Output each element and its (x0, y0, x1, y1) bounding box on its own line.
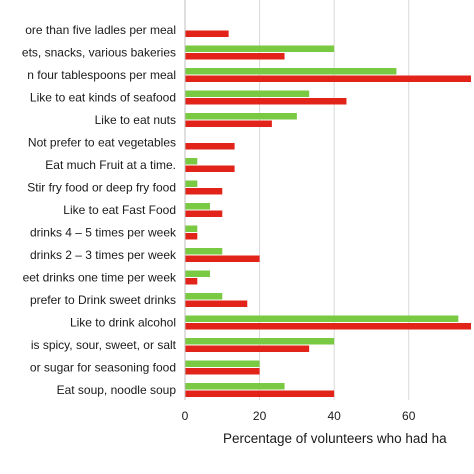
category-label: Not prefer to eat vegetables (28, 136, 176, 150)
bar-red (185, 188, 223, 195)
category-label: n four tablespoons per meal (27, 68, 176, 82)
category-label: ore than five ladles per meal (25, 23, 176, 37)
category-label: Stir fry food or deep fry food (27, 181, 176, 195)
bar-green (185, 68, 397, 75)
bar-green (185, 90, 310, 97)
bar-green (185, 203, 210, 210)
x-tick-label: 40 (327, 409, 341, 423)
bar-red (185, 30, 229, 37)
bar-red (185, 345, 310, 352)
bar-red (185, 75, 472, 82)
bar-green (185, 293, 223, 300)
bar-green (185, 315, 459, 322)
category-label: Eat soup, noodle soup (57, 383, 177, 397)
category-label: ets, snacks, various bakeries (22, 46, 176, 60)
category-label: Like to eat nuts (95, 113, 176, 127)
bar-green (185, 383, 285, 390)
bar-green (185, 158, 198, 165)
bar-red (185, 233, 198, 240)
bar-red (185, 323, 472, 330)
category-label: drinks 2 – 3 times per week (30, 248, 177, 262)
x-axis-title: Percentage of volunteers who had ha (223, 431, 447, 446)
bar-red (185, 255, 260, 262)
bar-red (185, 53, 285, 60)
category-label: is spicy, sour, sweet, or salt (31, 338, 177, 352)
category-label: Eat much Fruit at a time. (45, 158, 176, 172)
bar-red (185, 120, 272, 127)
bar-red (185, 143, 235, 150)
category-label: prefer to Drink sweet drinks (30, 293, 176, 307)
bar-red (185, 390, 335, 397)
category-label: Like to eat kinds of seafood (30, 91, 176, 105)
bar-red (185, 368, 260, 375)
x-tick-label: 0 (182, 409, 189, 423)
bar-green (185, 180, 198, 187)
bar-red (185, 300, 248, 307)
bar-red (185, 210, 223, 217)
category-label: Like to eat Fast Food (63, 203, 176, 217)
bar-green (185, 338, 335, 345)
bar-red (185, 98, 347, 105)
bar-green (185, 225, 198, 232)
category-label: drinks 4 – 5 times per week (30, 226, 177, 240)
bar-red (185, 278, 198, 285)
bar-red (185, 165, 235, 172)
x-tick-label: 60 (402, 409, 416, 423)
bar-green (185, 360, 260, 367)
bar-green (185, 45, 335, 52)
bar-green (185, 248, 223, 255)
x-tick-label: 20 (253, 409, 267, 423)
category-label: Like to drink alcohol (70, 316, 176, 330)
category-label: eet drinks one time per week (23, 271, 177, 285)
bar-green (185, 113, 297, 120)
bar-green (185, 270, 210, 277)
category-label: or sugar for seasoning food (30, 361, 176, 375)
